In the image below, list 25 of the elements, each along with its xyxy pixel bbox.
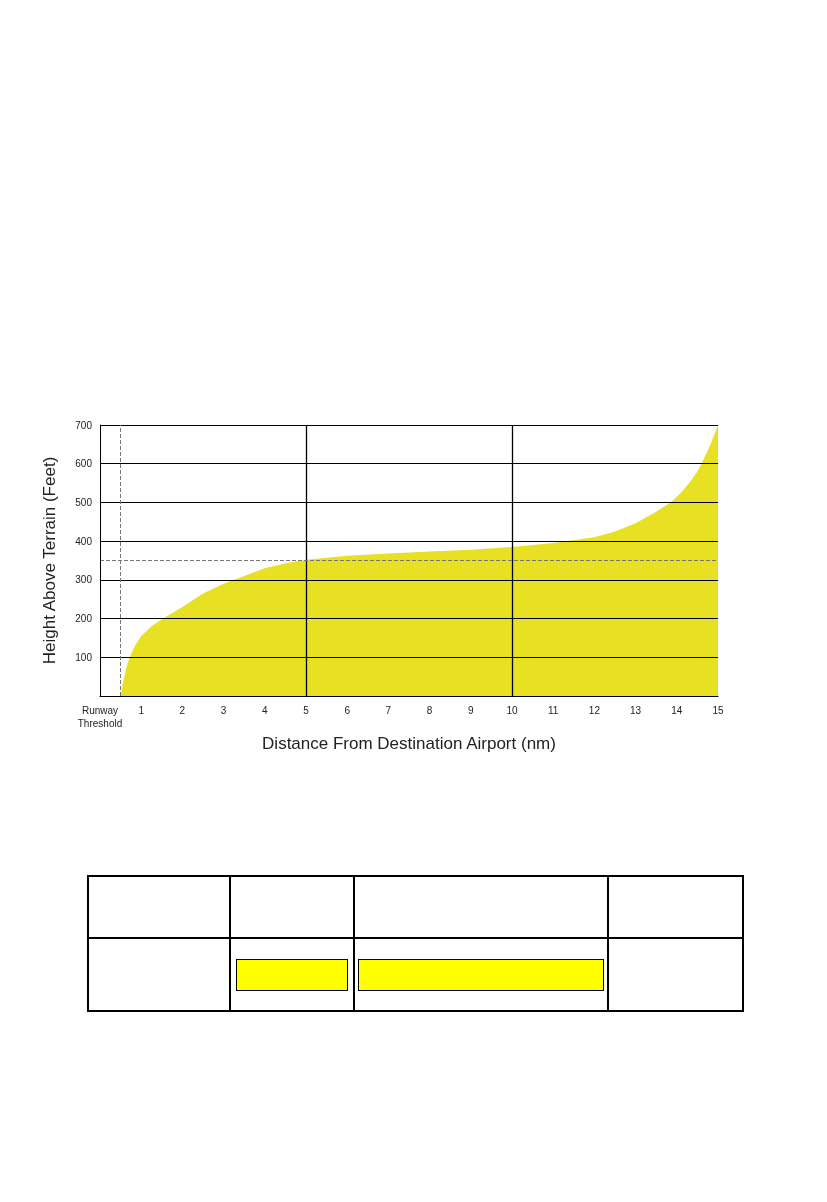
x-tick-label: 9 [468,705,475,716]
x-tick-label: 10 [506,705,518,716]
y-tick-label: 200 [75,613,93,625]
x-tick-label: 2 [179,705,186,716]
x-tick-label: 11 [548,705,559,716]
x-tick-label: 12 [588,705,601,716]
x-tick-label: 13 [630,705,642,716]
x-tick-label: 7 [385,705,392,716]
y-tick-label: 500 [75,496,93,508]
x-axis-title: Distance From Destination Airport (nm) [262,733,556,753]
y-tick-label: 100 [75,651,93,663]
y-tick-label: 300 [75,574,93,586]
x-tick-label: 15 [712,705,724,716]
y-tick-label: 700 [75,419,93,431]
x-tick-label: Runway Threshold [77,705,123,729]
x-tick-label: 4 [262,705,269,716]
x-tick-label: 1 [138,705,145,716]
x-tick-label: 8 [426,705,433,716]
y-axis-title: Height Above Terrain (Feet) [40,456,59,665]
y-tick-label: 400 [75,535,93,547]
x-tick-label: 14 [671,705,683,716]
x-tick-label: 6 [344,705,351,716]
x-tick-label: 5 [303,705,310,716]
x-tick-label: 3 [220,705,227,716]
y-tick-label: 600 [75,458,93,470]
